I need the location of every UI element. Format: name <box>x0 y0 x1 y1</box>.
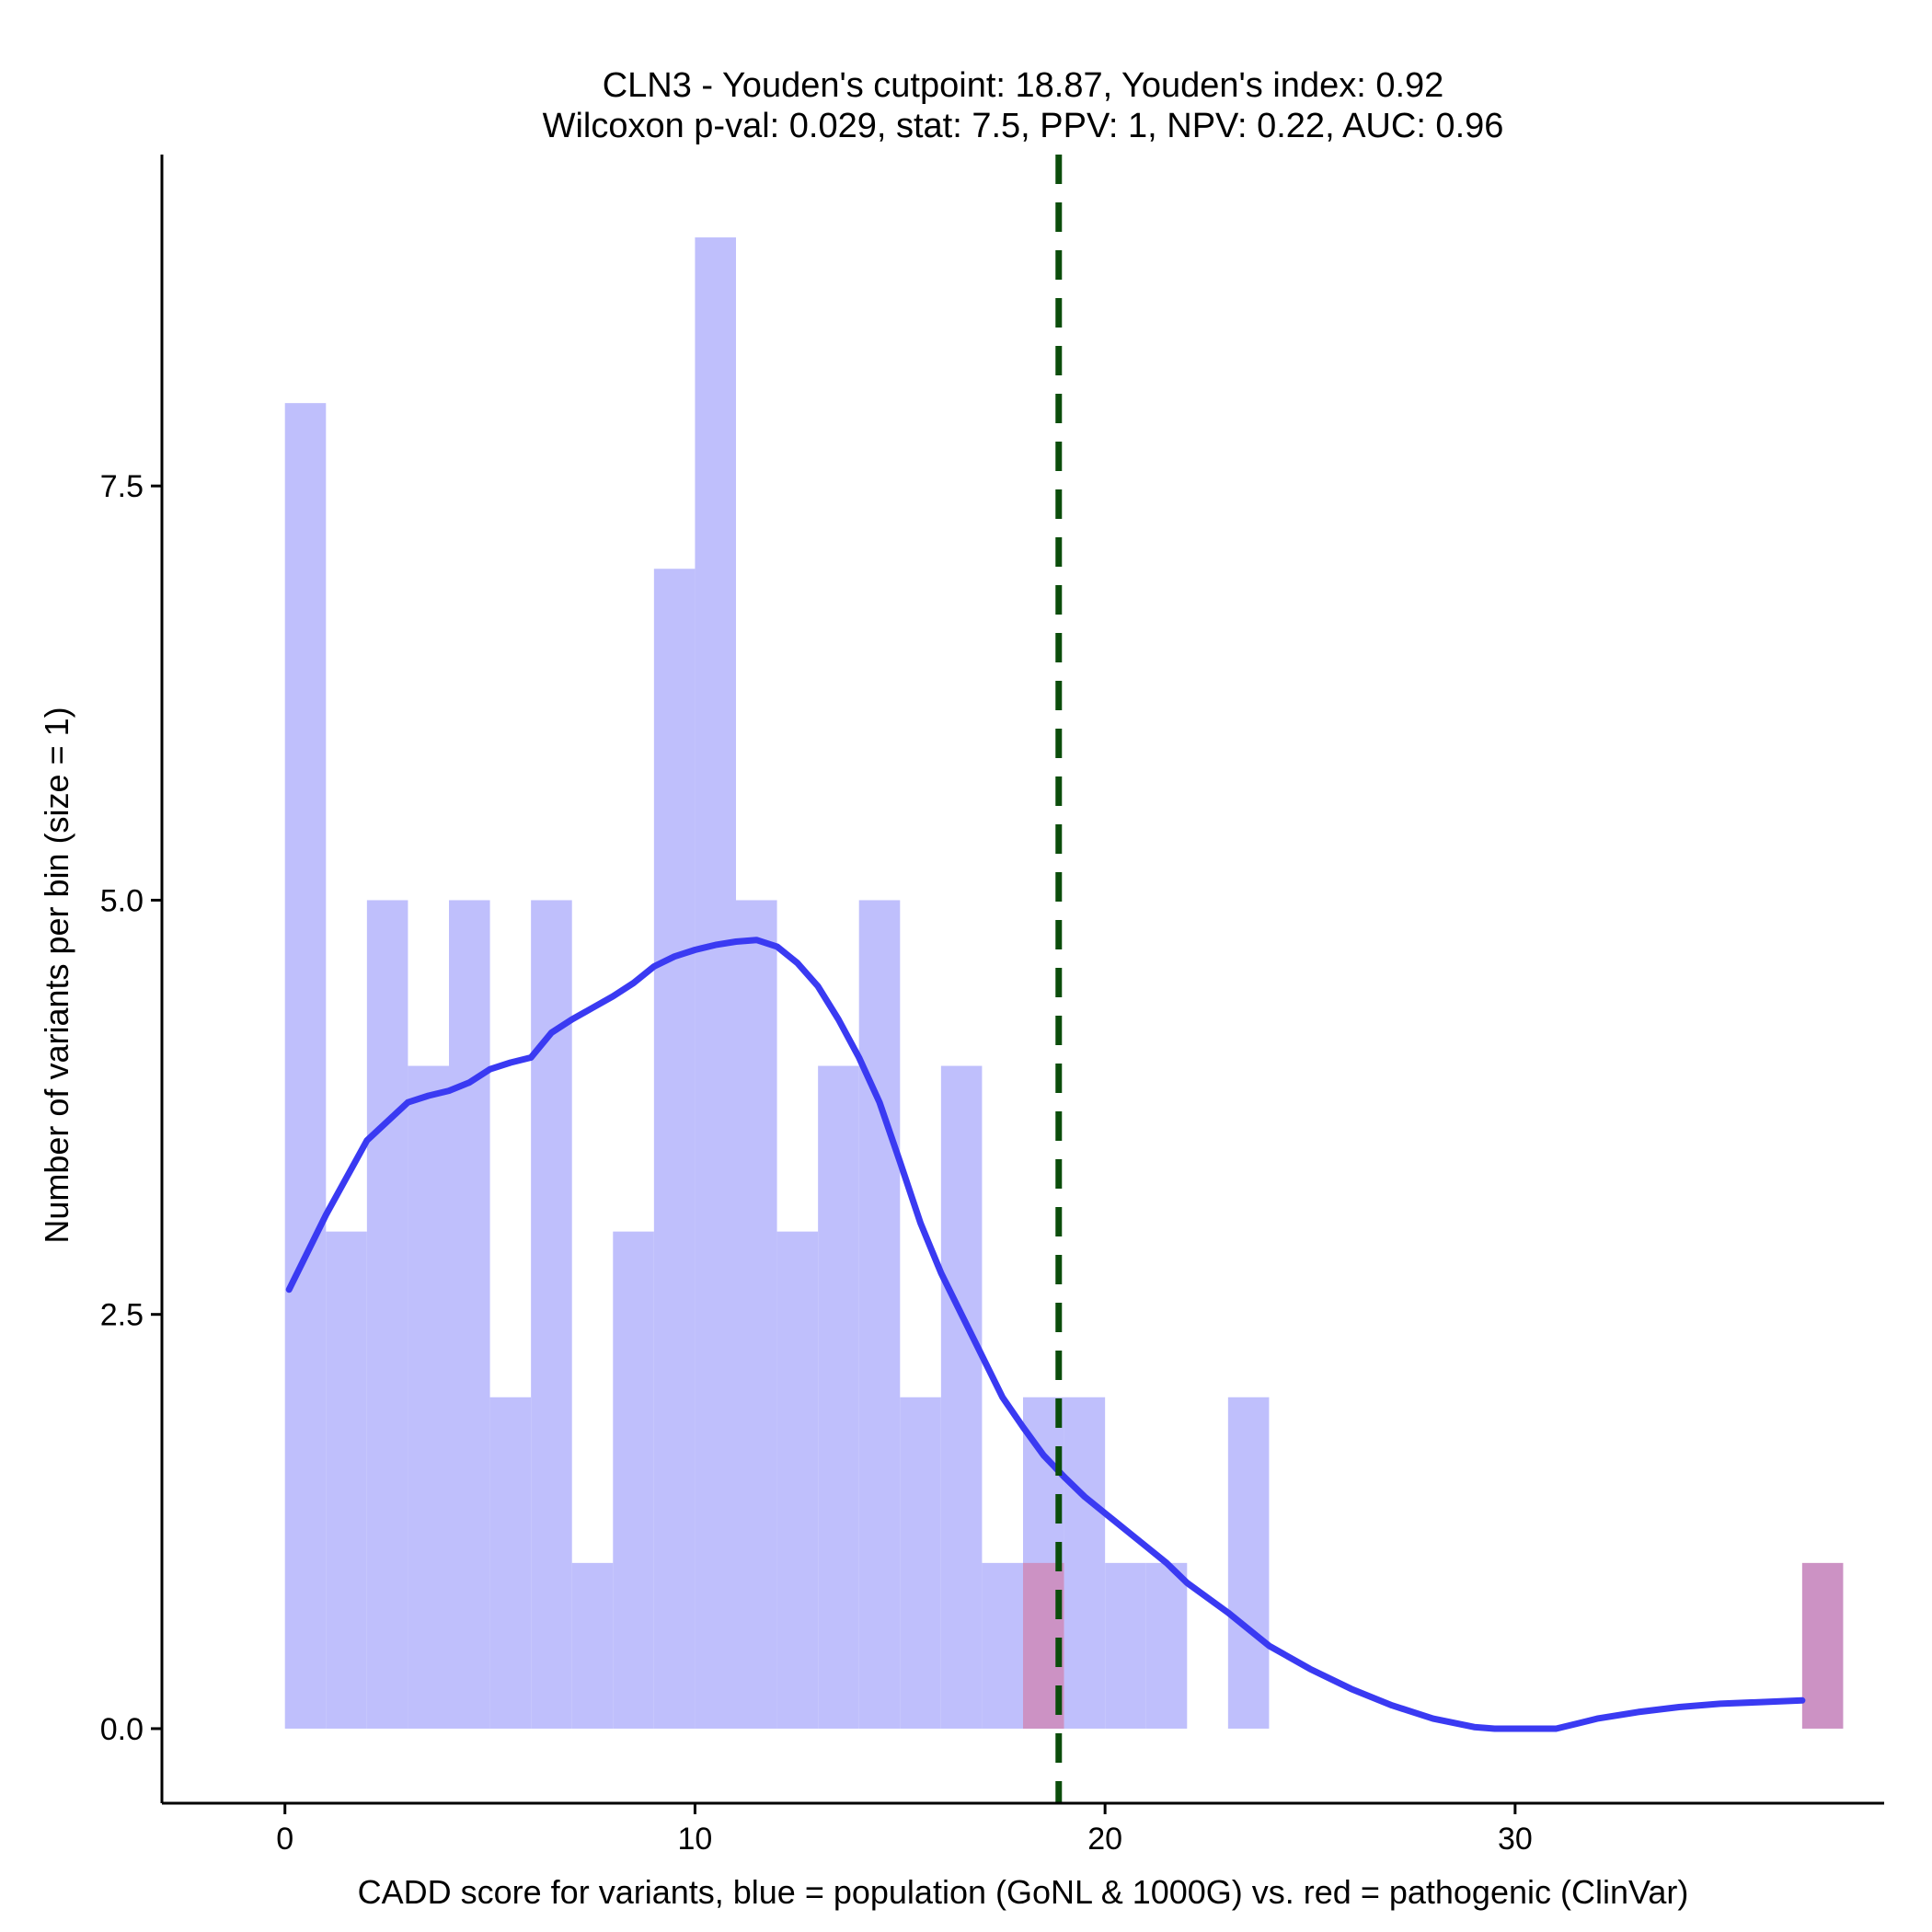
population-bar-16 <box>940 1065 983 1729</box>
population-bar-21 <box>1145 1562 1188 1729</box>
y-tick-label: 2.5 <box>100 1298 144 1333</box>
population-bar-0 <box>284 403 327 1729</box>
y-tick-label: 5.0 <box>100 883 144 918</box>
x-tick-label: 0 <box>276 1822 293 1857</box>
population-bar-9 <box>653 569 696 1729</box>
x-tick-label: 20 <box>1087 1822 1122 1857</box>
y-axis-title: Number of variants per bin (size = 1) <box>38 707 75 1243</box>
population-bar-15 <box>900 1397 941 1729</box>
population-bar-19 <box>1064 1397 1106 1729</box>
population-bar-7 <box>571 1562 614 1729</box>
chart-subtitle: Wilcoxon p-val: 0.029, stat: 7.5, PPV: 1… <box>543 107 1504 145</box>
population-bar-5 <box>489 1397 532 1729</box>
population-bar-23 <box>1227 1397 1270 1729</box>
y-axis-ticks: 0.0 2.5 5.0 7.5 <box>100 469 162 1747</box>
y-tick-label: 7.5 <box>100 469 144 504</box>
population-bars <box>284 237 1270 1729</box>
population-bar-20 <box>1105 1562 1146 1729</box>
population-bar-13 <box>818 1065 859 1729</box>
y-tick-label: 0.0 <box>100 1712 144 1747</box>
population-bar-2 <box>366 900 408 1729</box>
population-bar-11 <box>736 900 777 1729</box>
x-tick-label: 10 <box>678 1822 713 1857</box>
x-axis-ticks: 0 10 20 30 <box>276 1803 1533 1857</box>
population-bar-12 <box>776 1231 819 1729</box>
x-axis-title: CADD score for variants, blue = populati… <box>358 1873 1689 1911</box>
density-curve <box>285 937 1806 1732</box>
chart-title: CLN3 - Youden's cutpoint: 18.87, Youden'… <box>603 66 1444 105</box>
population-bar-1 <box>326 1231 367 1729</box>
population-bar-17 <box>982 1562 1023 1729</box>
population-bar-6 <box>531 900 572 1729</box>
x-tick-label: 30 <box>1498 1822 1533 1857</box>
population-bar-14 <box>858 900 901 1729</box>
population-bar-3 <box>408 1065 449 1729</box>
population-bar-4 <box>449 900 490 1729</box>
population-bar-8 <box>613 1231 654 1729</box>
population-bar-10 <box>695 237 736 1729</box>
pathogenic-bar-37 <box>1801 1562 1844 1729</box>
